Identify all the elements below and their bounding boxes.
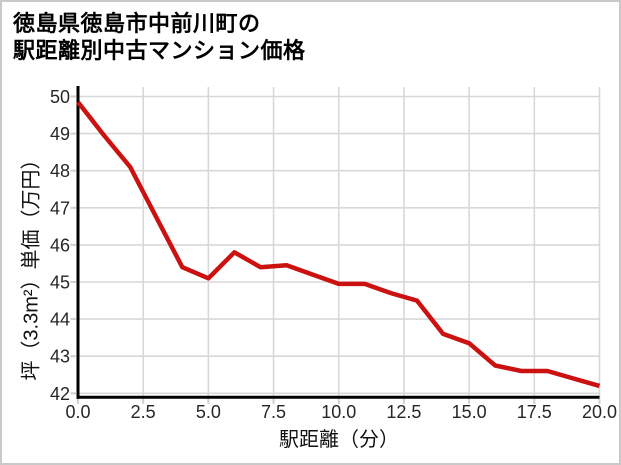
chart-title-line2: 駅距離別中古マンション価格 <box>13 38 306 63</box>
x-tick-label: 20.0 <box>582 402 617 422</box>
x-tick-label: 0.0 <box>65 402 90 422</box>
x-axis-label: 駅距離（分） <box>279 429 399 451</box>
y-tick-label: 46 <box>50 235 70 255</box>
x-tick-label: 17.5 <box>517 402 552 422</box>
y-tick-label: 45 <box>50 273 70 293</box>
x-tick-label: 2.5 <box>131 402 156 422</box>
y-tick-label: 47 <box>50 198 70 218</box>
chart-title-line1: 徳島県徳島市中前川町の <box>13 11 261 36</box>
chart-title: 徳島県徳島市中前川町の 駅距離別中古マンション価格 <box>13 10 306 64</box>
x-tick-label: 5.0 <box>196 402 221 422</box>
y-tick-label: 43 <box>50 347 70 367</box>
y-tick-label: 44 <box>50 310 70 330</box>
y-tick-label: 50 <box>50 87 70 107</box>
x-tick-label: 7.5 <box>261 402 286 422</box>
x-tick-label: 10.0 <box>321 402 356 422</box>
x-tick-label: 15.0 <box>452 402 487 422</box>
y-tick-label: 42 <box>50 384 70 404</box>
y-tick-label: 49 <box>50 124 70 144</box>
y-tick-label: 48 <box>50 161 70 181</box>
x-tick-label: 12.5 <box>386 402 421 422</box>
price-line <box>76 100 601 389</box>
